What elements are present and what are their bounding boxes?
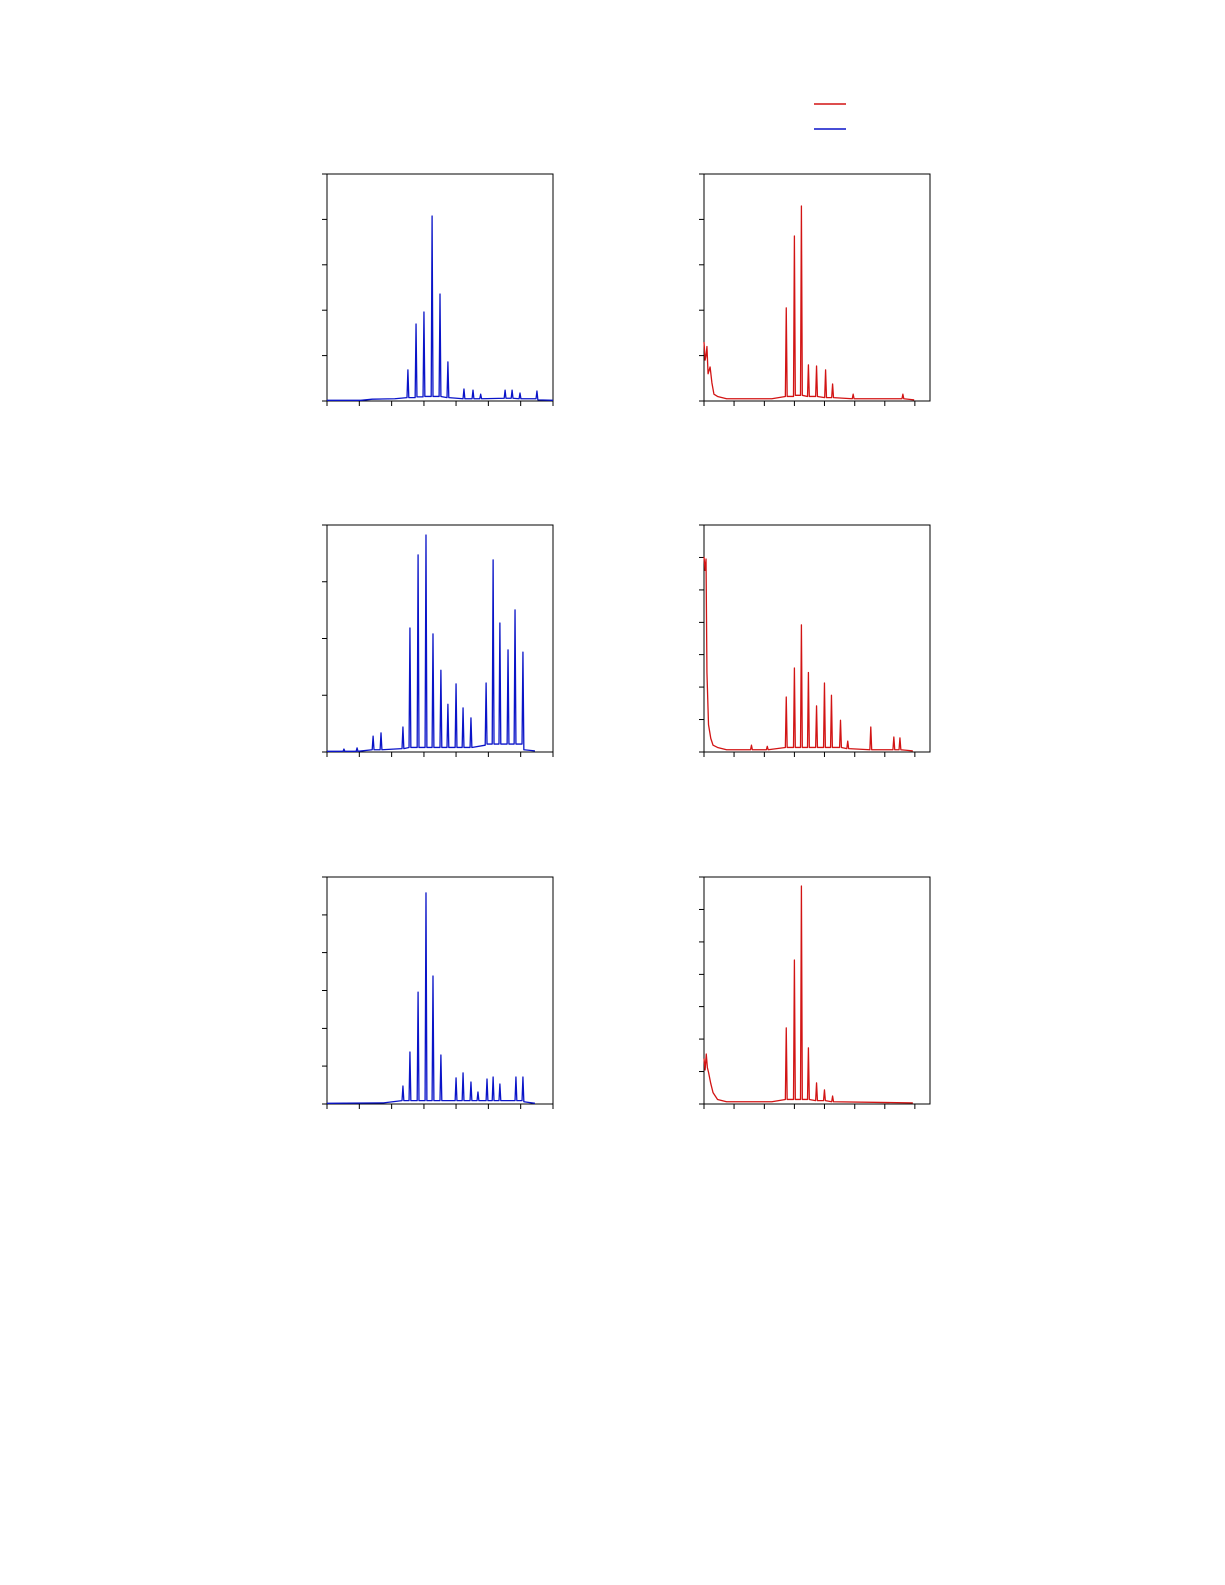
spectrum-line: [703, 205, 915, 401]
spectrum-line: [326, 892, 536, 1104]
spectrum-line: [327, 215, 554, 401]
plot-frame: [703, 173, 931, 402]
spectrum-line: [703, 885, 913, 1104]
plot-frame: [703, 876, 931, 1105]
plot-frame: [703, 524, 931, 753]
plot-frame: [326, 173, 554, 402]
spectrum-line: [327, 534, 535, 752]
spectrum-line: [703, 556, 913, 752]
